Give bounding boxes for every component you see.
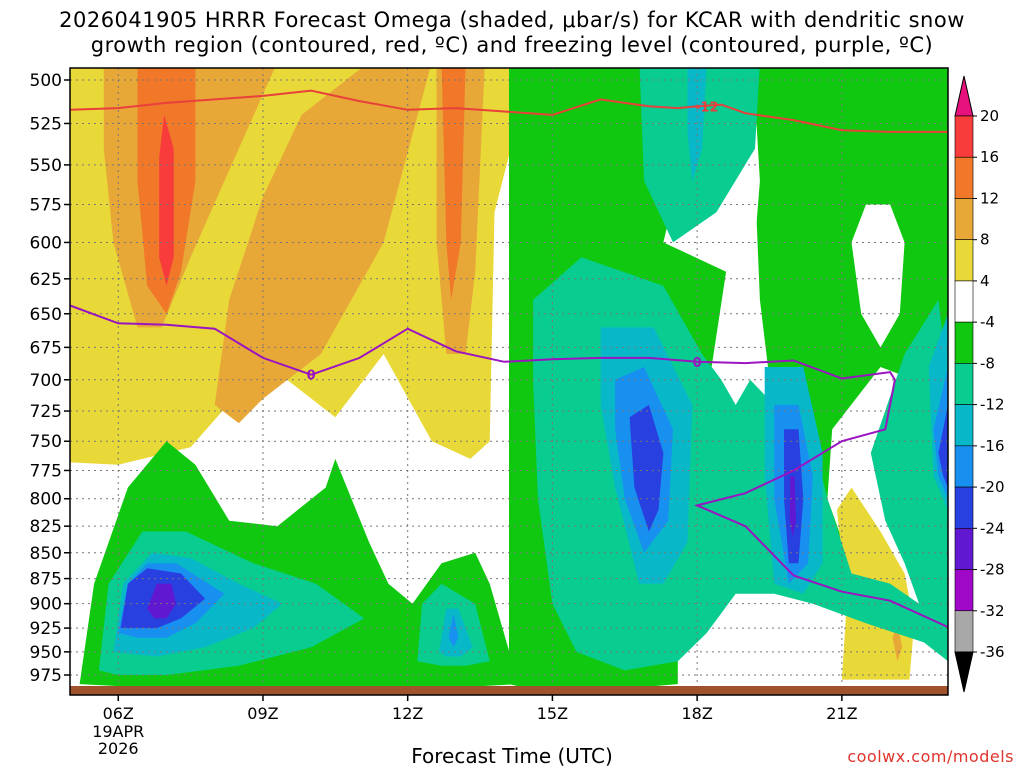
colorbar-band-1: [954, 115, 974, 158]
ground-bar: [70, 686, 948, 695]
x-tick-label-4: 18Z: [681, 704, 712, 723]
x-tick-label-0: 06Z: [103, 704, 134, 723]
colorbar-label-9: -20: [980, 478, 1005, 496]
colorbar: 20 16 12 8 4 -4 -8 -12 -16 -20 -24 -28 -32 -36: [954, 75, 1005, 693]
colorbar-band-3: [954, 198, 974, 240]
x-date-label-0: 19APR: [92, 722, 144, 741]
x-date-label-1: 2026: [98, 739, 139, 758]
omega-region-10: [851, 204, 905, 348]
omega-region-32: [629, 404, 664, 532]
y-tick-label-925: 925: [30, 619, 62, 639]
omega-region-24: [687, 68, 707, 181]
colorbar-label-11: -28: [980, 561, 1005, 579]
colorbar-label-4: 4: [980, 272, 990, 290]
x-tick-label-3: 15Z: [537, 704, 568, 723]
y-tick-label-550: 550: [30, 156, 62, 176]
omega-region-36: [789, 476, 796, 537]
omega-region-6: [159, 114, 174, 286]
credit-text: coolwx.com/models: [847, 747, 1014, 766]
freezing-label-10z: 0: [307, 369, 316, 384]
colorbar-band-5: [954, 280, 974, 323]
colorbar-top-arrow: [954, 75, 974, 117]
colorbar-band-9: [954, 445, 974, 488]
colorbar-band-4: [954, 239, 974, 282]
colorbar-band-7: [954, 363, 974, 405]
colorbar-band-13: [954, 610, 974, 653]
dgz-contour-label: -12: [695, 100, 719, 115]
colorbar-band-2: [954, 156, 974, 199]
colorbar-label-2: 12: [980, 189, 999, 207]
colorbar-label-3: 8: [980, 231, 990, 249]
axes: 500 525 550 575 600 625 650 675 700 725 750 775 800 8…: [30, 67, 949, 758]
y-tick-label-900: 900: [30, 595, 62, 615]
y-tick-label-575: 575: [30, 196, 62, 216]
shaded-regions: [70, 68, 948, 689]
y-tick-label-525: 525: [30, 114, 62, 134]
colorbar-band-11: [954, 528, 974, 570]
y-tick-label-650: 650: [30, 305, 62, 325]
omega-region-35: [147, 583, 177, 619]
freezing-label-18z: 0: [693, 356, 702, 371]
omega-region-2: [214, 68, 431, 424]
colorbar-label-5: -4: [980, 313, 995, 331]
colorbar-label-13: -36: [980, 643, 1005, 661]
colorbar-band-6: [954, 321, 974, 364]
y-tick-label-875: 875: [30, 570, 62, 590]
plot-frame: [69, 67, 949, 696]
chart-title-line2: growth region (contoured, red, ºC) and f…: [90, 33, 934, 57]
dgz-contour-line: [70, 89, 948, 133]
y-tick-label-825: 825: [30, 517, 62, 537]
colorbar-label-1: 16: [980, 148, 999, 166]
colorbar-label-8: -16: [980, 437, 1005, 455]
chart-title: 2026041905 HRRR Forecast Omega (shaded, …: [0, 8, 1024, 58]
y-tick-label-600: 600: [30, 233, 62, 253]
y-tick-label-800: 800: [30, 490, 62, 510]
y-tick-label-700: 700: [30, 371, 62, 391]
freezing-level-line: [70, 304, 948, 629]
colorbar-label-10: -24: [980, 519, 1005, 537]
omega-region-27: [448, 613, 459, 648]
colorbar-label-6: -8: [980, 354, 995, 372]
y-tick-label-950: 950: [30, 643, 62, 663]
y-tick-label-775: 775: [30, 461, 62, 481]
colorbar-label-0: 20: [980, 107, 999, 125]
y-tick-label-500: 500: [30, 71, 62, 91]
x-tick-label-2: 12Z: [392, 704, 423, 723]
colorbar-label-7: -12: [980, 396, 1005, 414]
y-tick-label-750: 750: [30, 432, 62, 452]
x-tick-label-5: 21Z: [826, 704, 857, 723]
colorbar-label-12: -32: [980, 602, 1005, 620]
x-axis-label: Forecast Time (UTC): [411, 744, 613, 768]
y-tick-label-625: 625: [30, 270, 62, 290]
chart-title-line1: 2026041905 HRRR Forecast Omega (shaded, …: [59, 8, 965, 32]
omega-region-5: [441, 68, 466, 300]
colorbar-bottom-arrow: [954, 651, 974, 693]
omega-region-34: [938, 404, 948, 488]
colorbar-band-12: [954, 569, 974, 612]
colorbar-band-8: [954, 404, 974, 447]
x-tick-label-1: 09Z: [247, 704, 278, 723]
grid-lines: [70, 68, 948, 695]
y-tick-label-725: 725: [30, 402, 62, 422]
y-tick-label-850: 850: [30, 544, 62, 564]
y-tick-label-675: 675: [30, 338, 62, 358]
colorbar-band-10: [954, 486, 974, 529]
contour-lines: -12 0 0: [70, 89, 948, 629]
y-tick-label-975: 975: [30, 666, 62, 686]
